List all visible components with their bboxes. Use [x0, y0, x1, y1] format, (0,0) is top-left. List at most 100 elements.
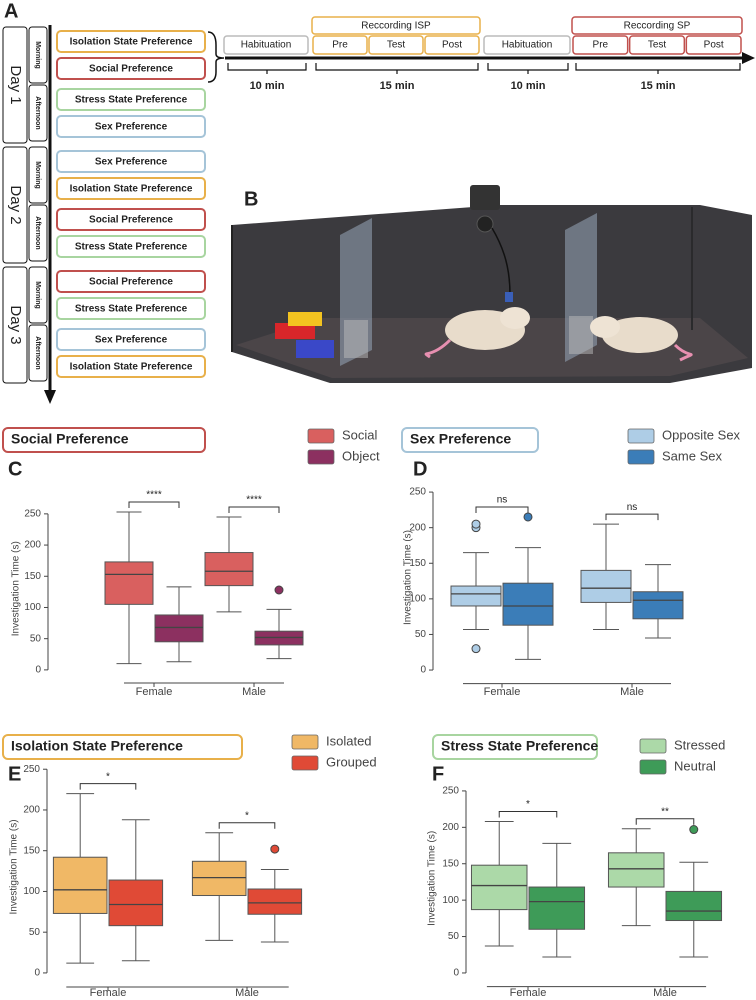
legend-swatch [627, 428, 655, 444]
implant [505, 292, 513, 302]
phase-part-label: Pre [332, 40, 348, 51]
x-tick-label: Female [90, 987, 127, 999]
panel-letter: A [4, 0, 18, 22]
box [108, 879, 164, 927]
legend-swatch [291, 755, 319, 771]
phase-part [685, 35, 742, 55]
panel-letter: B [244, 188, 258, 210]
y-tick-label: 0 [420, 665, 426, 676]
y-axis-label: Investigation Time (s) [9, 819, 20, 914]
test-label: Isolation State Preference [70, 37, 193, 48]
phase-part [368, 35, 424, 55]
significance-label: ns [497, 495, 508, 506]
panel-title: Isolation State Preference [11, 738, 183, 754]
test-box [56, 115, 206, 138]
y-tick-label: 100 [23, 886, 40, 897]
legend-label: Grouped [326, 754, 377, 769]
panel-title: Sex Preference [410, 431, 511, 447]
day-box [2, 146, 28, 264]
y-tick-label: 200 [23, 805, 40, 816]
y-tick-label: 0 [34, 968, 40, 979]
test-box [56, 355, 206, 378]
y-tick-label: 150 [23, 845, 40, 856]
phase-box [483, 35, 571, 55]
slot-box [28, 26, 48, 84]
outlier [471, 644, 481, 654]
day-label: Day 2 [7, 185, 24, 224]
y-tick-label: 250 [24, 509, 41, 520]
slot-label: Afternoon [34, 336, 41, 369]
mouse-head [590, 316, 620, 338]
significance-bracket [228, 506, 280, 513]
slot-label: Afternoon [34, 96, 41, 129]
legend-swatch [291, 734, 319, 750]
significance-bracket [475, 506, 529, 513]
day-label: Day 1 [7, 65, 24, 104]
box [104, 561, 154, 605]
phase-part-label: Test [387, 40, 406, 51]
outlier [471, 519, 481, 529]
box [665, 890, 723, 922]
significance-bracket [635, 818, 695, 825]
day-box [2, 266, 28, 384]
significance-label: * [106, 771, 110, 782]
duration-label: 10 min [250, 80, 285, 92]
legend-swatch [639, 738, 667, 754]
box [154, 614, 204, 643]
phase-part [628, 35, 686, 55]
duration-bracket [487, 63, 569, 74]
test-box [56, 270, 206, 293]
x-tick-label: Male [235, 987, 259, 999]
legend-swatch [639, 759, 667, 775]
duration-bracket [315, 63, 479, 74]
y-tick-label: 50 [29, 927, 41, 938]
phase-header [571, 16, 743, 35]
outlier [274, 585, 284, 595]
y-tick-label: 150 [409, 558, 426, 569]
panel-title: Social Preference [11, 431, 129, 447]
day-label: Day 3 [7, 305, 24, 344]
test-box [56, 57, 206, 80]
y-tick-label: 50 [448, 931, 460, 942]
phase-label: Reccording ISP [361, 21, 431, 32]
phase-part [572, 35, 629, 55]
box [580, 569, 632, 603]
phase-header [311, 16, 481, 35]
test-label: Social Preference [89, 64, 173, 75]
y-axis-label: Investigation Time (s) [427, 831, 438, 926]
tail [424, 338, 452, 359]
y-tick-label: 0 [35, 665, 41, 676]
box [204, 552, 254, 587]
test-box [56, 297, 206, 320]
test-label: Stress State Preference [75, 95, 188, 106]
box [247, 888, 303, 915]
y-tick-label: 150 [442, 858, 459, 869]
y-tick-label: 100 [409, 593, 426, 604]
significance-bracket [128, 501, 180, 508]
y-axis-label: Investigation Time (s) [11, 541, 22, 636]
mouse-head [500, 307, 530, 329]
panel-title: Stress State Preference [441, 738, 598, 754]
panel-letter: F [432, 763, 444, 785]
cable [491, 227, 511, 296]
y-tick-label: 50 [415, 629, 427, 640]
significance-label: * [526, 799, 530, 810]
legend-label: Isolated [326, 733, 372, 748]
panel-letter: C [8, 458, 22, 480]
significance-label: **** [146, 490, 162, 501]
box [191, 860, 247, 897]
test-box [56, 177, 206, 200]
box [528, 886, 586, 930]
x-tick-label: Female [136, 686, 173, 698]
duration-label: 15 min [380, 80, 415, 92]
phase-part-label: Pre [593, 40, 609, 51]
y-tick-label: 250 [23, 764, 40, 775]
slot-box [28, 266, 48, 324]
panel-title-box [2, 427, 206, 453]
phase-label: Reccording SP [624, 21, 691, 32]
slot-box [28, 324, 48, 382]
test-label: Isolation State Preference [70, 362, 193, 373]
panel-title-box [401, 427, 539, 453]
test-label: Stress State Preference [75, 242, 188, 253]
test-box [56, 150, 206, 173]
